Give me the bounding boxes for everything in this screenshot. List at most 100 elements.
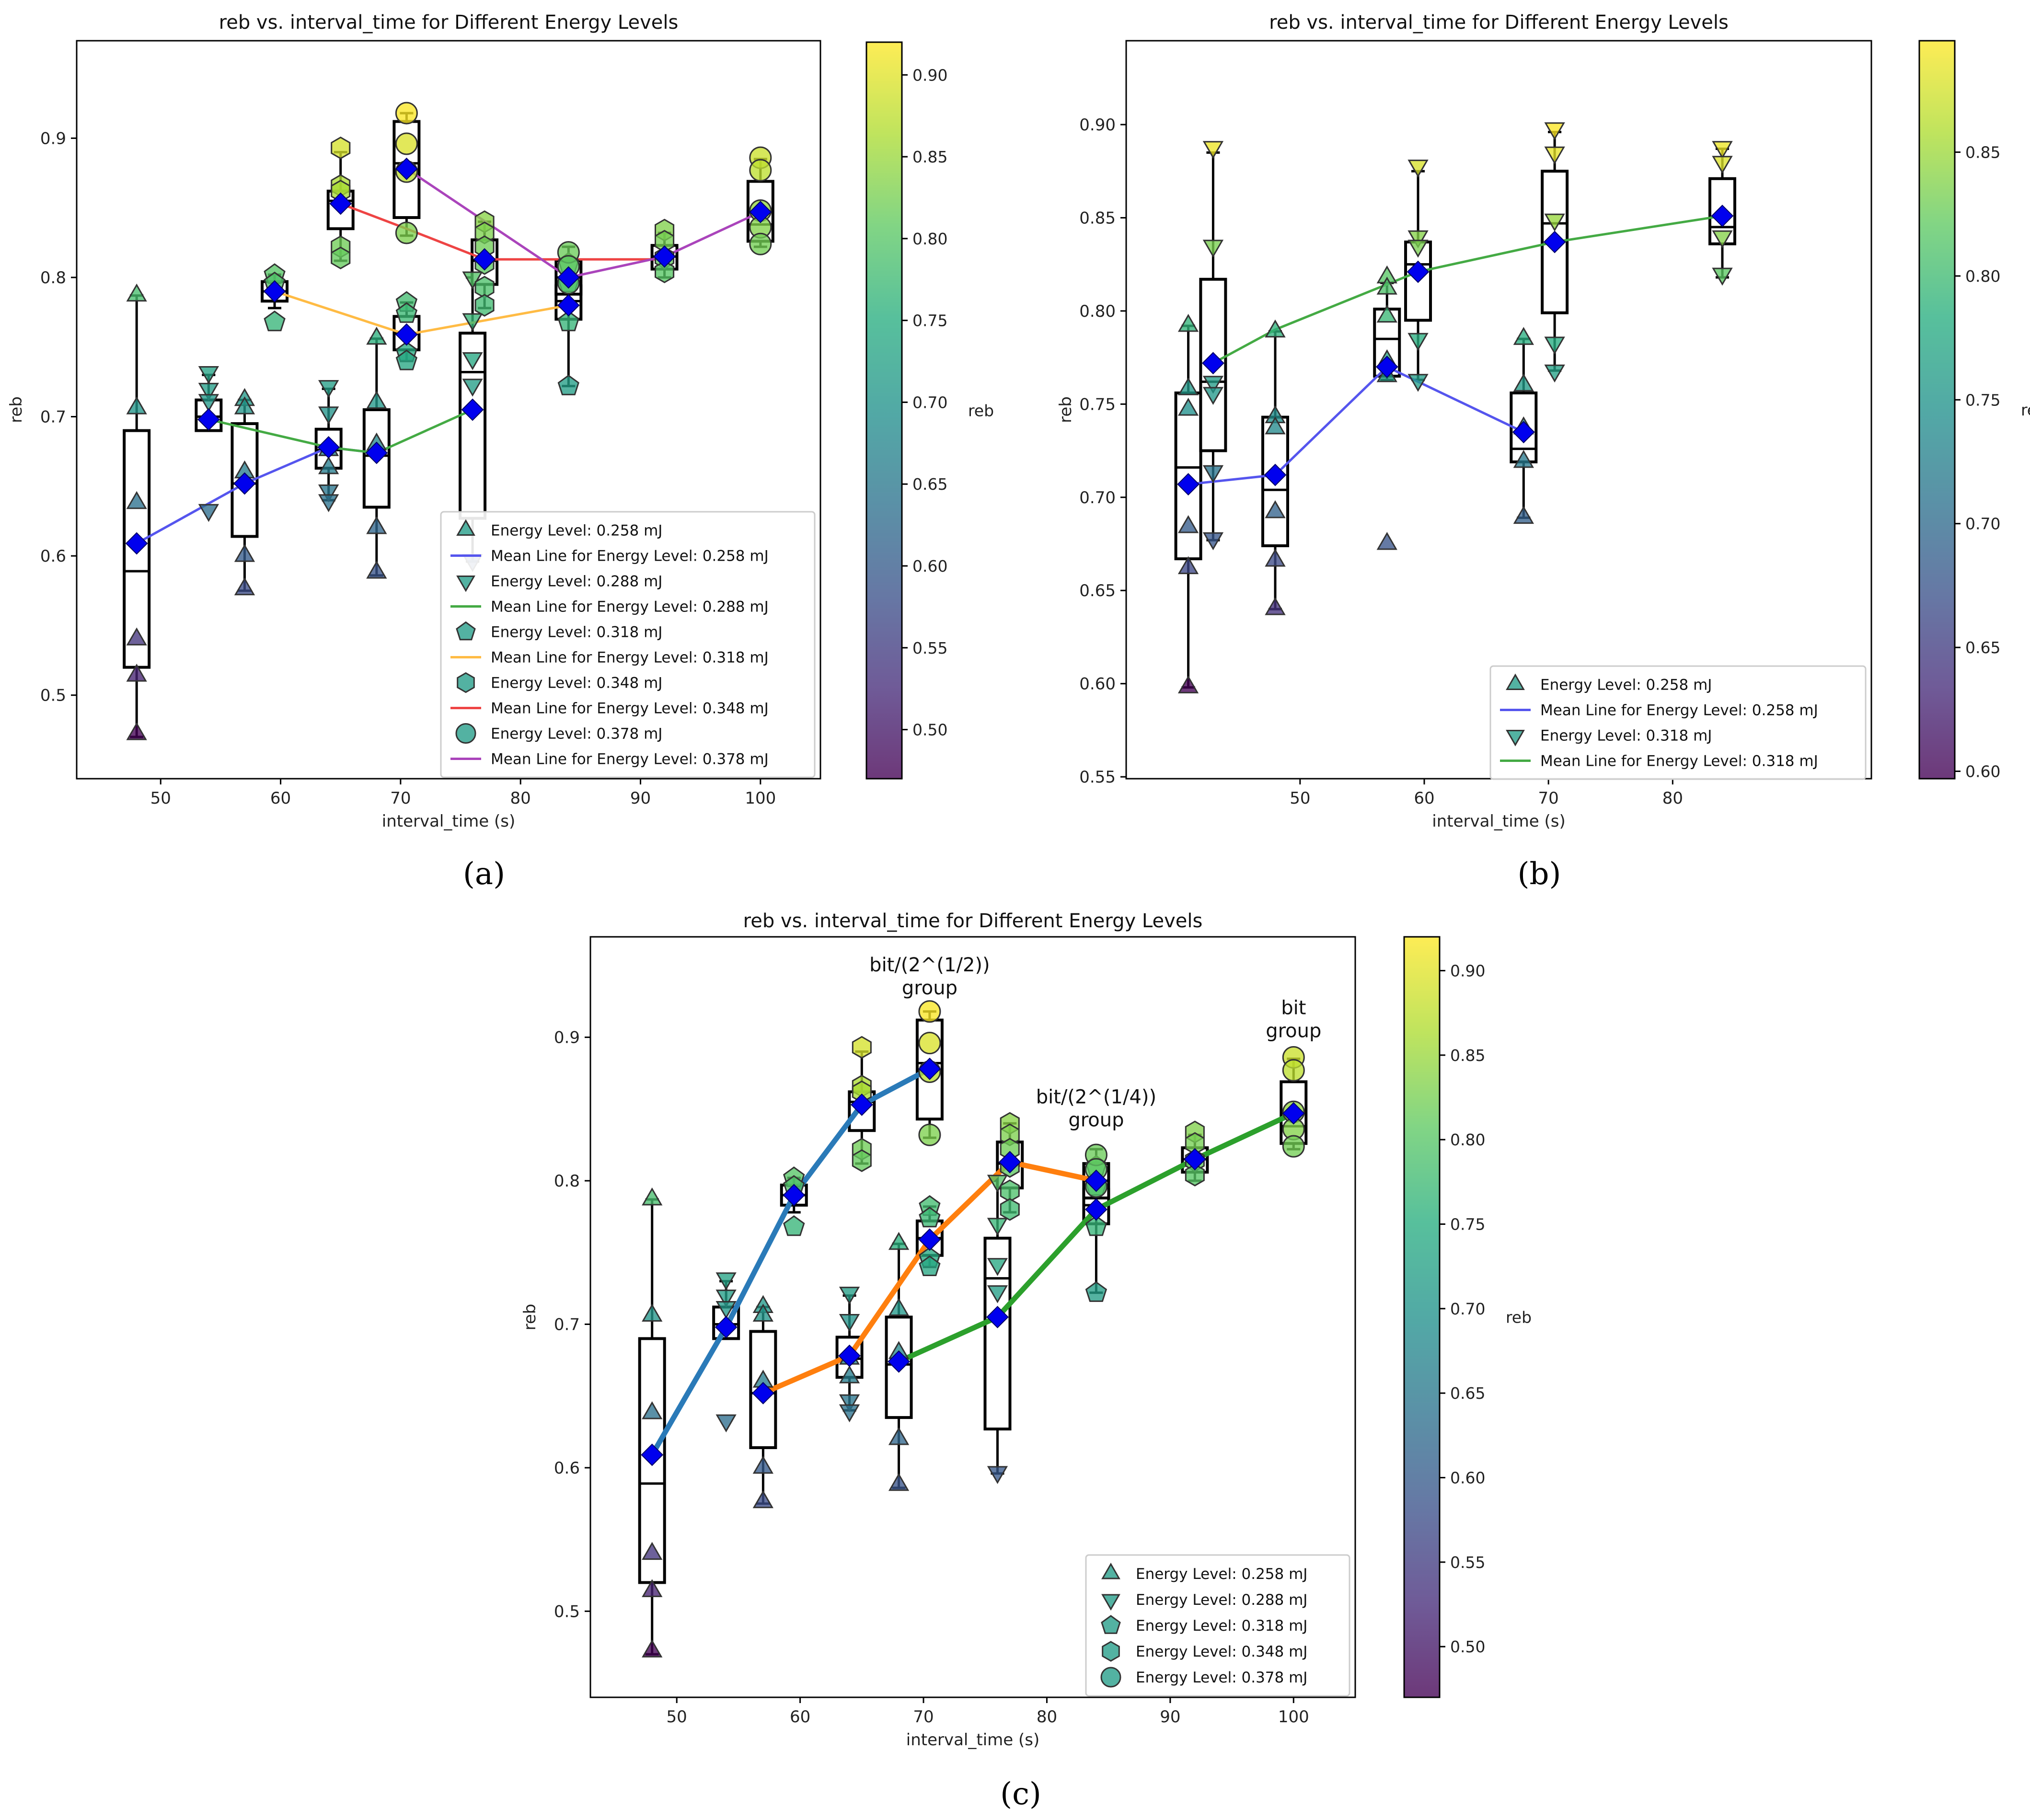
data-point	[1000, 1198, 1020, 1221]
data-point	[987, 1466, 1008, 1484]
x-tick-label: 80	[1662, 789, 1683, 808]
chart-title: reb vs. interval_time for Different Ener…	[743, 910, 1203, 932]
data-point	[839, 1365, 860, 1383]
data-point	[395, 221, 418, 244]
mean-marker	[751, 1382, 774, 1405]
x-tick-label: 60	[790, 1707, 810, 1727]
colorbar	[1918, 40, 1956, 780]
colorbar-tick-label: 0.75	[1965, 391, 2000, 409]
data-point	[852, 1149, 872, 1172]
colorbar-tick-label: 0.85	[1450, 1046, 1485, 1065]
data-point	[395, 302, 418, 323]
data-point	[839, 1314, 860, 1332]
data-point	[642, 1303, 663, 1322]
data-point	[987, 1258, 1008, 1276]
mean-marker	[888, 1350, 910, 1373]
y-axis-label: reb	[520, 1304, 540, 1331]
mean-marker	[1085, 1198, 1107, 1221]
mean-marker	[783, 1184, 806, 1207]
mean-marker	[838, 1344, 861, 1367]
data-point	[888, 1427, 910, 1445]
group-annotation: group	[902, 977, 957, 999]
colorbar	[1403, 936, 1441, 1698]
data-point	[264, 311, 286, 332]
y-tick-label: 0.6	[40, 547, 66, 566]
colorbar-tick-label: 0.90	[1450, 962, 1485, 980]
mean-marker	[1407, 260, 1430, 283]
plot-area	[76, 40, 821, 780]
x-tick-label: 70	[1538, 789, 1559, 808]
data-point	[1544, 146, 1565, 165]
data-point	[1712, 156, 1733, 174]
data-point	[1544, 213, 1565, 232]
legend	[440, 511, 816, 778]
data-point	[1202, 240, 1224, 258]
data-point	[1513, 327, 1534, 345]
mean-marker	[329, 192, 352, 215]
mean-marker	[653, 245, 676, 268]
mean-marker	[233, 472, 256, 495]
panel-a: reb vs. interval_time for Different Ener…	[7, 12, 994, 892]
x-tick-label: 70	[390, 789, 411, 808]
data-point	[331, 246, 351, 270]
data-point	[366, 326, 387, 345]
mean-line	[405, 167, 762, 279]
x-tick-label: 60	[1414, 789, 1434, 808]
colorbar-tick-label: 0.55	[912, 639, 947, 657]
data-point	[918, 1000, 941, 1023]
data-point	[1544, 336, 1565, 355]
data-point	[783, 1215, 805, 1236]
y-axis-label: reb	[7, 396, 26, 423]
colorbar-tick-label: 0.65	[912, 475, 947, 494]
mean-marker	[1543, 230, 1566, 253]
colorbar-tick-label: 0.75	[912, 311, 947, 330]
mean-line	[339, 202, 666, 261]
colorbar-tick-label: 0.85	[912, 148, 947, 166]
data-point	[318, 456, 339, 474]
data-point	[987, 1285, 1008, 1303]
data-point	[1513, 449, 1534, 468]
colorbar-tick-label: 0.80	[912, 230, 947, 248]
data-point	[1513, 373, 1534, 392]
colorbar-tick-label: 0.70	[912, 393, 947, 412]
legend-marker	[456, 621, 476, 641]
data-point	[198, 382, 219, 401]
data-point	[318, 494, 339, 512]
data-point	[395, 132, 418, 155]
y-tick-label: 0.55	[1079, 768, 1116, 787]
group-annotation: group	[1068, 1109, 1124, 1131]
data-point	[318, 484, 339, 503]
mean-marker	[557, 294, 580, 317]
legend-label: Energy Level: 0.288 mJ	[491, 573, 662, 590]
x-tick-label: 50	[667, 1707, 687, 1727]
mean-line	[207, 408, 474, 454]
y-tick-label: 0.7	[554, 1315, 580, 1334]
x-axis-label: interval_time (s)	[1432, 812, 1566, 831]
data-point	[752, 1455, 773, 1474]
colorbar-tick-label: 0.65	[1965, 638, 2000, 657]
data-point	[462, 352, 483, 370]
y-tick-label: 0.80	[1079, 302, 1116, 321]
colorbar-tick-label: 0.60	[1965, 762, 2000, 781]
legend-label: Mean Line for Energy Level: 0.348 mJ	[491, 700, 769, 717]
data-point	[918, 1032, 941, 1055]
data-point	[462, 313, 483, 332]
data-point	[331, 136, 351, 160]
plot-area	[589, 936, 1356, 1698]
data-point	[1177, 313, 1199, 332]
y-tick-label: 0.70	[1079, 488, 1116, 507]
data-point	[642, 1579, 663, 1597]
legend-label: Energy Level: 0.258 mJ	[1540, 677, 1712, 694]
data-point	[642, 1639, 663, 1658]
y-tick-label: 0.9	[40, 129, 66, 148]
legend-marker	[1506, 730, 1525, 747]
x-tick-label: 90	[630, 789, 651, 808]
data-point	[1376, 304, 1397, 323]
data-point	[888, 1473, 910, 1491]
mean-marker	[1512, 421, 1535, 444]
mean-marker	[473, 248, 496, 271]
data-point	[198, 366, 219, 384]
data-point	[1202, 376, 1224, 394]
data-point	[1407, 230, 1429, 249]
